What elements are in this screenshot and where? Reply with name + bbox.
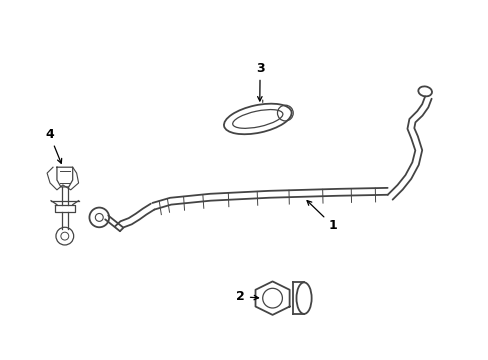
Text: 3: 3 <box>255 62 264 101</box>
Text: 1: 1 <box>306 201 337 232</box>
Text: 2: 2 <box>236 290 258 303</box>
Text: 4: 4 <box>45 128 61 163</box>
